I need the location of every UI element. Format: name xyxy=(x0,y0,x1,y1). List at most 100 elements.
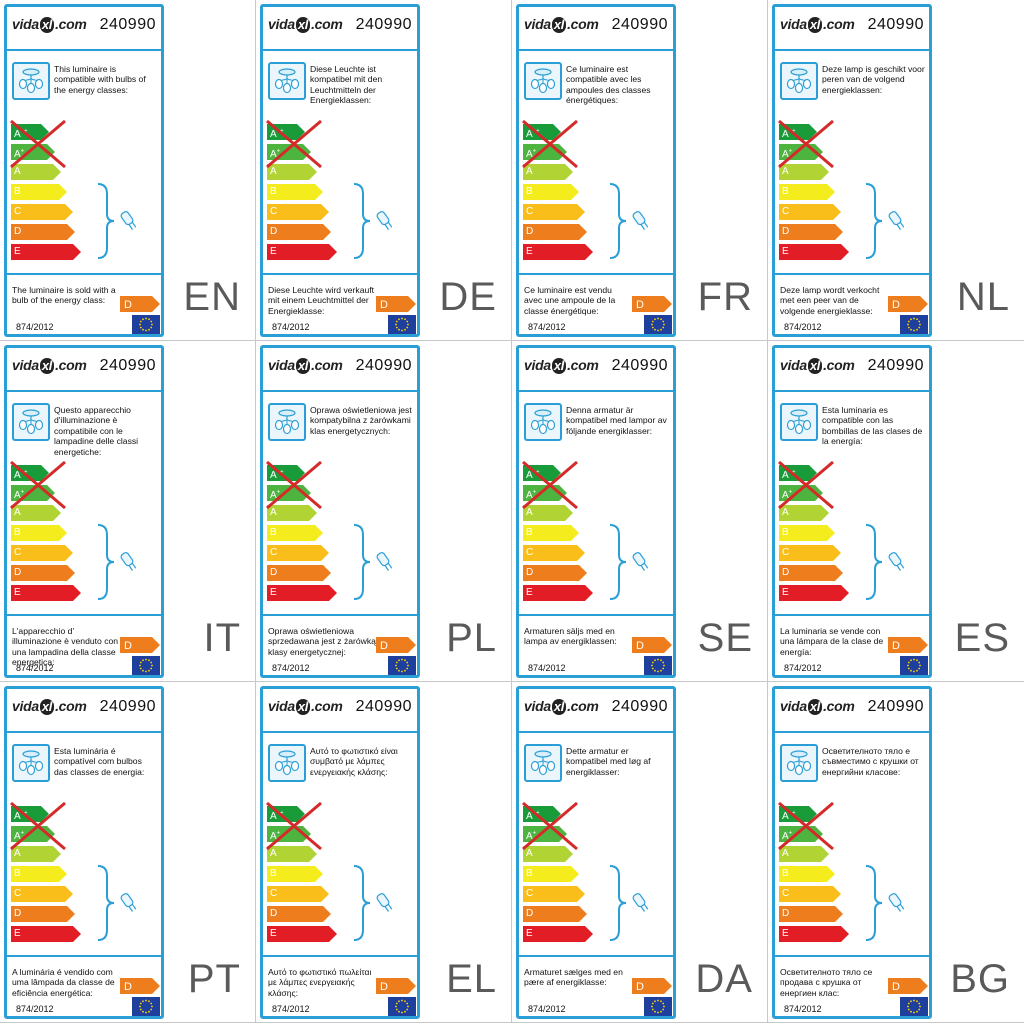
energy-class-letter: A+ xyxy=(270,149,281,161)
energy-class-letter: A+ xyxy=(270,490,281,502)
energy-class-bar: A xyxy=(267,164,317,180)
excluded-classes-cross-icon xyxy=(10,801,66,851)
energy-class-letter: D xyxy=(782,908,790,919)
logo-text-x: xl xyxy=(39,358,55,374)
sold-class-letter: D xyxy=(636,981,644,993)
sold-class-badge: D xyxy=(120,637,160,653)
excluded-classes-cross-icon xyxy=(10,460,66,510)
logo-text-pre: vida xyxy=(780,698,807,714)
sold-with-text: Ce luminaire est vendu avec une ampoule … xyxy=(524,285,616,316)
logo-text-pre: vida xyxy=(12,698,39,714)
compatible-range-brace-icon xyxy=(97,865,115,941)
language-code: BG xyxy=(950,957,1010,1001)
label-cell-it: vida xl .com 240990 Questo apparecchio d'ill… xyxy=(0,341,256,682)
energy-label-card: vida xl .com 240990 Осветителното тяло е съв… xyxy=(772,686,932,1019)
energy-class-bar: E xyxy=(523,926,593,942)
energy-class-letter: C xyxy=(526,888,534,899)
energy-class-letter: A xyxy=(14,166,21,177)
energy-class-letter: E xyxy=(270,928,277,939)
energy-class-bar: A xyxy=(11,505,61,521)
compatibility-text: Dette armatur er kompatibel med løg af e… xyxy=(566,746,651,777)
product-code: 240990 xyxy=(611,357,668,374)
energy-class-plus: + xyxy=(20,149,25,155)
energy-class-bar: A xyxy=(267,505,317,521)
eu-flag-icon xyxy=(132,315,160,334)
energy-class-bar: E xyxy=(523,244,593,260)
compatible-range-brace-icon xyxy=(865,865,883,941)
compatible-range-brace-icon xyxy=(97,183,115,259)
logo-text-x: xl xyxy=(551,358,567,374)
compatibility-text: Осветителното тяло е съвместимо с крушки… xyxy=(822,746,919,777)
sold-class-letter: D xyxy=(892,640,900,652)
energy-class-bar: A xyxy=(523,505,573,521)
logo-text-x: xl xyxy=(807,699,823,715)
footer-divider xyxy=(263,614,417,616)
compatibility-text: Deze lamp is geschikt voor peren van de … xyxy=(822,64,925,95)
energy-class-letter: D xyxy=(14,567,22,578)
compatibility-text: Esta luminaria es compatible con las bom… xyxy=(822,405,923,447)
regulation-number: 874/2012 xyxy=(784,663,822,673)
sold-class-badge: D xyxy=(888,296,928,312)
sold-with-text: The luminaire is sold with a bulb of the… xyxy=(12,285,116,306)
sold-with-text: L'apparecchio d’ illuminazione è venduto… xyxy=(12,626,119,668)
energy-class-letter: B xyxy=(270,868,277,879)
label-header: vida xl .com 240990 xyxy=(522,350,670,388)
vidaxl-logo: vida xl .com xyxy=(268,16,343,33)
compatible-range-brace-icon xyxy=(353,865,371,941)
compatible-range-brace-icon xyxy=(609,865,627,941)
energy-class-letter: E xyxy=(14,587,21,598)
energy-class-letter: A xyxy=(526,166,533,177)
bulb-icon xyxy=(632,552,649,571)
product-code: 240990 xyxy=(867,357,924,374)
compatibility-text: Ce luminaire est compatible avec les amp… xyxy=(566,64,651,106)
energy-class-letter: E xyxy=(526,928,533,939)
regulation-number: 874/2012 xyxy=(528,663,566,673)
energy-class-bar: D xyxy=(11,565,75,581)
footer-divider xyxy=(7,955,161,957)
energy-class-letter: B xyxy=(782,186,789,197)
label-cell-fr: vida xl .com 240990 Ce luminaire est compati… xyxy=(512,0,768,341)
logo-text-x: xl xyxy=(551,17,567,33)
energy-class-bar: E xyxy=(267,244,337,260)
energy-class-letter: D xyxy=(526,908,534,919)
energy-class-letter: C xyxy=(14,206,22,217)
energy-class-bar: C xyxy=(779,204,841,220)
footer-divider xyxy=(519,614,673,616)
energy-class-letter: A+ xyxy=(782,490,793,502)
eu-flag-icon xyxy=(388,656,416,675)
energy-class-letter: C xyxy=(526,206,534,217)
excluded-classes-cross-icon xyxy=(522,460,578,510)
product-code: 240990 xyxy=(867,698,924,715)
eu-flag-icon xyxy=(644,656,672,675)
product-code: 240990 xyxy=(99,357,156,374)
label-header: vida xl .com 240990 xyxy=(10,9,158,47)
compatibility-text: Diese Leuchte ist kompatibel mit den Leu… xyxy=(310,64,383,106)
label-header: vida xl .com 240990 xyxy=(10,691,158,729)
logo-text-x: xl xyxy=(295,358,311,374)
header-divider xyxy=(263,731,417,733)
sold-with-text: Oprawa oświetleniowa sprzedawana jest z … xyxy=(268,626,376,657)
energy-class-letter: E xyxy=(526,246,533,257)
energy-label-card: vida xl .com 240990 Ce luminaire est compati… xyxy=(516,4,676,337)
footer-divider xyxy=(263,273,417,275)
energy-class-letter: E xyxy=(782,928,789,939)
energy-label-card: vida xl .com 240990 Questo apparecchio d'ill… xyxy=(4,345,164,678)
sold-class-letter: D xyxy=(636,299,644,311)
sold-class-letter: D xyxy=(124,981,132,993)
energy-label-card: vida xl .com 240990 Αυτό το φωτιστικό είναι … xyxy=(260,686,420,1019)
sold-with-text: Αυτό το φωτιστικό πωλείται με λάμπες ενε… xyxy=(268,967,372,998)
eu-flag-icon xyxy=(644,315,672,334)
language-code: FR xyxy=(697,275,753,319)
product-code: 240990 xyxy=(355,698,412,715)
sold-class-letter: D xyxy=(892,299,900,311)
logo-text-post: .com xyxy=(311,698,343,714)
excluded-classes-cross-icon xyxy=(266,460,322,510)
vidaxl-logo: vida xl .com xyxy=(524,357,599,374)
energy-class-letter: D xyxy=(782,567,790,578)
excluded-classes-cross-icon xyxy=(266,801,322,851)
sold-class-badge: D xyxy=(376,296,416,312)
sold-class-letter: D xyxy=(636,640,644,652)
